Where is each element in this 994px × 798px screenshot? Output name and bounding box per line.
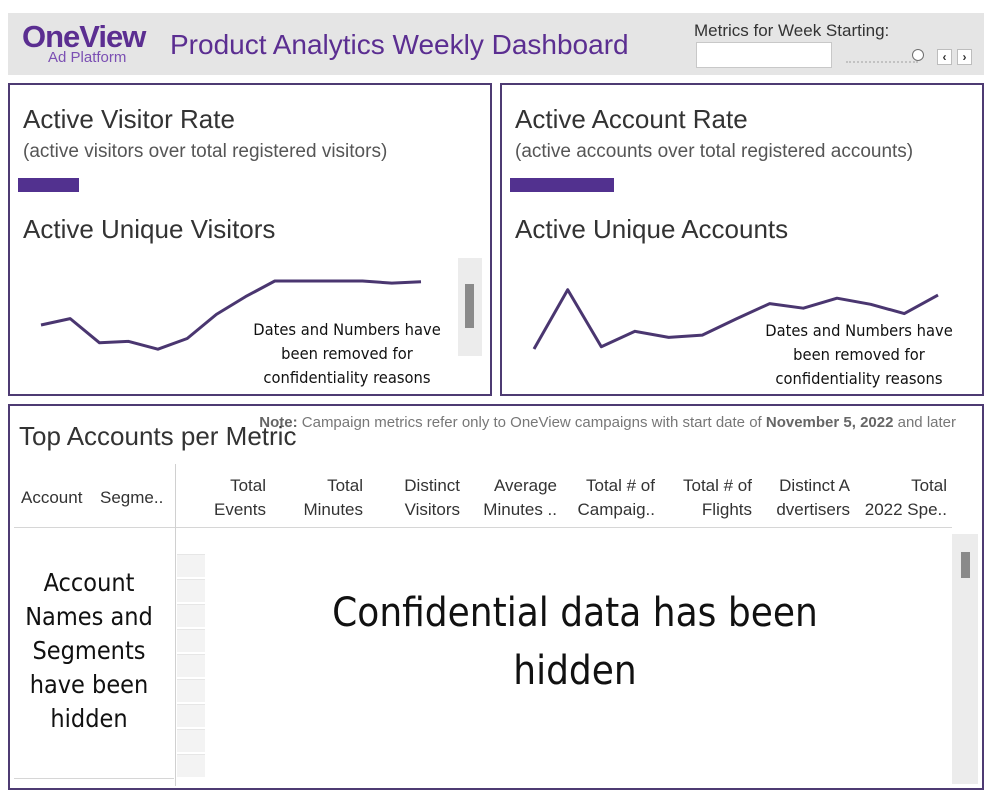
active-visitor-panel: Active Visitor Rate (active visitors ove… — [8, 83, 492, 396]
unique-accounts-line — [532, 288, 939, 350]
col-average-minutes[interactable]: Average Minutes .. — [483, 476, 557, 519]
table-row — [177, 679, 205, 702]
active-account-panel: Active Account Rate (active accounts ove… — [500, 83, 984, 396]
account-rate-title: Active Account Rate — [515, 104, 748, 134]
col-total-minutes[interactable]: Total Minutes — [303, 476, 363, 519]
unique-accounts-sparkline — [532, 288, 939, 350]
visitor-confidential-note: Dates and Numbers have been removed for … — [253, 320, 441, 387]
table-scrollbar-thumb[interactable] — [961, 552, 970, 578]
account-rate-bar — [510, 178, 614, 192]
note-tail: and later — [897, 414, 956, 431]
table-row — [177, 604, 205, 627]
visitor-rate-bar — [18, 178, 79, 192]
week-slider-thumb[interactable] — [912, 49, 924, 61]
segment-header[interactable]: Segme.. — [100, 488, 164, 507]
accounts-hidden-note: Account Names and Segments have been hid… — [25, 568, 153, 733]
visitor-scrollbar-thumb[interactable] — [465, 284, 474, 328]
note-label: Note: — [259, 414, 298, 431]
visitor-rate-title: Active Visitor Rate — [23, 104, 235, 134]
table-row — [177, 579, 205, 602]
col-total-campaigns[interactable]: Total # of Campaig.. — [577, 476, 655, 519]
next-week-button[interactable]: › — [957, 49, 972, 65]
week-start-input[interactable] — [696, 42, 832, 68]
account-rate-subtitle: (active accounts over total registered a… — [515, 141, 914, 162]
rows-bottom-line — [14, 778, 174, 779]
week-label: Metrics for Week Starting: — [694, 21, 890, 40]
oneview-logo: OneView Ad Platform — [22, 20, 162, 70]
week-slider-track[interactable] — [846, 61, 918, 63]
note-date: November 5, 2022 — [765, 414, 894, 431]
logo-main-text: OneView — [22, 19, 146, 54]
table-scrollbar[interactable] — [952, 534, 978, 784]
unique-visitors-sparkline — [40, 279, 422, 351]
top-accounts-title: Top Accounts per Metric — [19, 421, 297, 451]
visitor-scrollbar[interactable] — [458, 258, 482, 356]
confidential-data-note: Confidential data has been hidden — [332, 590, 818, 694]
account-header[interactable]: Account — [21, 488, 83, 507]
table-row — [177, 729, 205, 752]
unique-visitors-title: Active Unique Visitors — [23, 214, 276, 244]
col-total-flights[interactable]: Total # of Flights — [683, 476, 752, 519]
table-row — [177, 704, 205, 727]
row-header-divider — [175, 464, 176, 786]
col-distinct-advertisers[interactable]: Distinct A dvertisers — [776, 476, 850, 519]
col-total-spend[interactable]: Total 2022 Spe.. — [864, 476, 947, 519]
account-confidential-note: Dates and Numbers have been removed for … — [765, 321, 953, 388]
table-row — [177, 629, 205, 652]
note-text: Campaign metrics refer only to OneView c… — [301, 414, 762, 431]
dashboard-header: OneView Ad Platform Product Analytics We… — [8, 13, 984, 75]
logo-sub-text: Ad Platform — [48, 49, 127, 66]
visitor-rate-subtitle: (active visitors over total registered v… — [23, 141, 388, 162]
col-total-events[interactable]: Total Events — [214, 476, 266, 519]
table-row — [177, 754, 205, 777]
top-accounts-panel: Top Accounts per Metric Note: Campaign m… — [8, 404, 984, 790]
campaign-note: Note: Campaign metrics refer only to One… — [259, 412, 956, 434]
table-row — [177, 654, 205, 677]
previous-week-button[interactable]: ‹ — [937, 49, 952, 65]
unique-visitors-line — [40, 279, 422, 351]
col-distinct-visitors[interactable]: Distinct Visitors — [404, 476, 460, 519]
unique-accounts-title: Active Unique Accounts — [515, 214, 789, 244]
header-divider — [14, 527, 952, 528]
page-title: Product Analytics Weekly Dashboard — [170, 29, 629, 60]
table-row — [177, 554, 205, 577]
